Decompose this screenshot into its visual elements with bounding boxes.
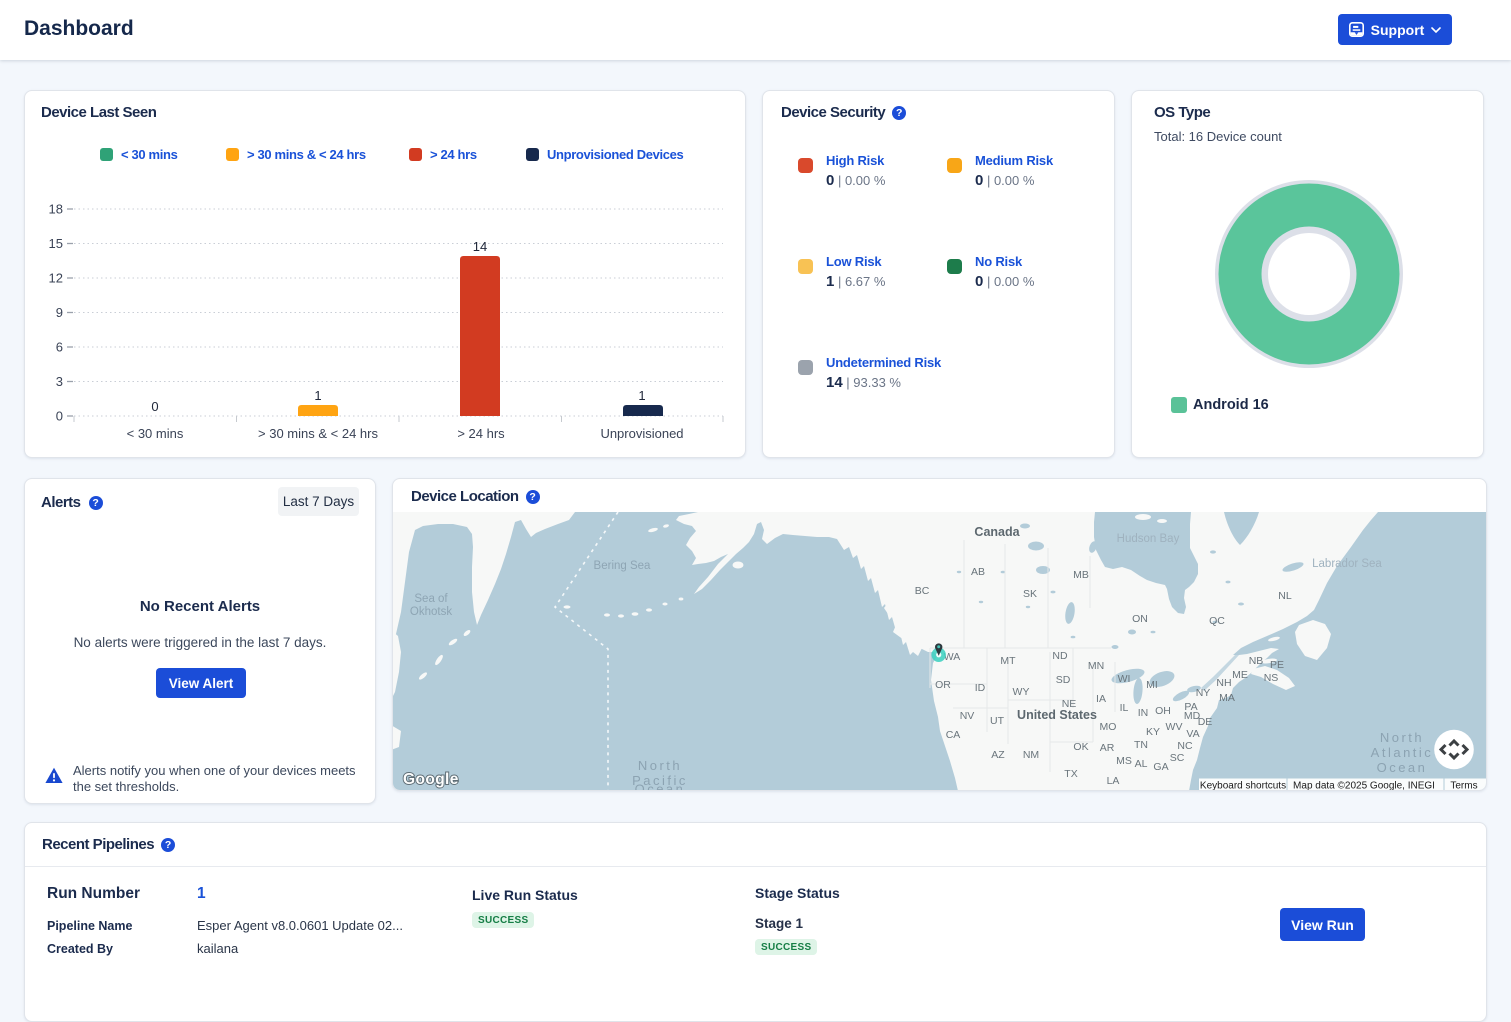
- svg-text:WY: WY: [1013, 686, 1030, 698]
- svg-text:DE: DE: [1198, 716, 1213, 728]
- svg-text:Terms: Terms: [1450, 781, 1477, 792]
- svg-text:ND: ND: [1052, 650, 1068, 662]
- svg-text:12: 12: [49, 271, 63, 286]
- svg-text:QC: QC: [1209, 615, 1225, 627]
- svg-text:GA: GA: [1153, 761, 1168, 773]
- svg-text:NM: NM: [1023, 749, 1039, 761]
- svg-text:IA: IA: [1096, 693, 1106, 705]
- svg-text:North: North: [1380, 730, 1424, 745]
- svg-text:SD: SD: [1056, 674, 1071, 686]
- svg-text:3: 3: [56, 374, 63, 389]
- svg-text:WI: WI: [1118, 673, 1131, 685]
- svg-text:North: North: [638, 758, 682, 773]
- svg-text:NS: NS: [1264, 672, 1279, 684]
- svg-text:MN: MN: [1088, 660, 1104, 672]
- svg-text:Pacific: Pacific: [632, 773, 688, 788]
- svg-text:AL: AL: [1135, 758, 1148, 770]
- svg-text:Hudson Bay: Hudson Bay: [1117, 533, 1180, 545]
- svg-text:Ocean: Ocean: [635, 782, 686, 792]
- svg-text:1: 1: [314, 388, 321, 403]
- svg-text:CA: CA: [946, 729, 961, 741]
- svg-text:MD: MD: [1184, 710, 1201, 722]
- svg-text:WV: WV: [1166, 721, 1183, 733]
- svg-text:NL: NL: [1278, 590, 1292, 602]
- svg-text:18: 18: [49, 202, 63, 217]
- svg-text:MA: MA: [1219, 692, 1235, 704]
- svg-text:BC: BC: [915, 585, 930, 597]
- svg-text:6: 6: [56, 340, 63, 355]
- svg-text:OR: OR: [935, 679, 951, 691]
- svg-text:AB: AB: [971, 566, 985, 578]
- svg-text:Bering Sea: Bering Sea: [594, 560, 652, 572]
- svg-text:KY: KY: [1146, 726, 1160, 738]
- svg-text:WA: WA: [944, 651, 961, 663]
- svg-text:ON: ON: [1132, 613, 1148, 625]
- svg-text:15: 15: [49, 236, 63, 251]
- svg-text:NV: NV: [960, 710, 975, 722]
- svg-text:Google: Google: [403, 771, 459, 788]
- svg-text:PA: PA: [1184, 701, 1197, 713]
- svg-text:IL: IL: [1120, 702, 1129, 714]
- svg-text:MB: MB: [1073, 569, 1089, 581]
- svg-text:SK: SK: [1023, 588, 1037, 600]
- svg-text:United States: United States: [1017, 708, 1097, 722]
- svg-text:UT: UT: [990, 715, 1005, 727]
- svg-text:NB: NB: [1249, 655, 1264, 667]
- svg-text:Labrador Sea: Labrador Sea: [1312, 558, 1382, 570]
- svg-text:Ocean: Ocean: [1377, 760, 1428, 775]
- svg-text:MS: MS: [1116, 755, 1132, 767]
- svg-text:SC: SC: [1170, 752, 1185, 764]
- svg-text:Unprovisioned: Unprovisioned: [600, 426, 683, 441]
- svg-text:Okhotsk: Okhotsk: [410, 606, 452, 618]
- svg-text:NY: NY: [1196, 687, 1211, 699]
- svg-text:14: 14: [473, 239, 487, 254]
- svg-text:OK: OK: [1073, 741, 1088, 753]
- svg-text:IN: IN: [1138, 707, 1149, 719]
- svg-text:< 30 mins: < 30 mins: [127, 426, 184, 441]
- svg-text:AZ: AZ: [991, 749, 1005, 761]
- svg-text:Canada: Canada: [974, 525, 1020, 539]
- svg-text:VA: VA: [1186, 728, 1199, 740]
- svg-text:PE: PE: [1270, 659, 1284, 671]
- svg-text:MI: MI: [1146, 679, 1158, 691]
- svg-text:TN: TN: [1134, 739, 1148, 751]
- svg-text:Keyboard shortcuts: Keyboard shortcuts: [1200, 781, 1286, 792]
- svg-text:> 24 hrs: > 24 hrs: [457, 426, 505, 441]
- svg-text:1: 1: [638, 388, 645, 403]
- svg-text:MO: MO: [1100, 721, 1117, 733]
- svg-text:> 30 mins & < 24 hrs: > 30 mins & < 24 hrs: [258, 426, 378, 441]
- svg-text:OH: OH: [1155, 705, 1171, 717]
- svg-text:Atlantic: Atlantic: [1371, 745, 1434, 760]
- svg-text:TX: TX: [1064, 768, 1077, 780]
- svg-text:NH: NH: [1216, 677, 1231, 689]
- svg-text:NC: NC: [1177, 740, 1193, 752]
- svg-text:LA: LA: [1107, 775, 1120, 787]
- svg-text:NE: NE: [1062, 698, 1077, 710]
- svg-text:MT: MT: [1000, 655, 1016, 667]
- svg-text:9: 9: [56, 305, 63, 320]
- svg-text:0: 0: [56, 409, 63, 424]
- svg-text:AR: AR: [1100, 742, 1115, 754]
- svg-text:0: 0: [151, 399, 158, 414]
- svg-text:ID: ID: [975, 682, 986, 694]
- svg-text:ME: ME: [1232, 669, 1248, 681]
- svg-text:Map data ©2025 Google, INEGI: Map data ©2025 Google, INEGI: [1293, 781, 1435, 792]
- svg-text:Sea of: Sea of: [414, 593, 448, 605]
